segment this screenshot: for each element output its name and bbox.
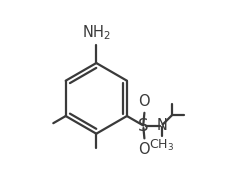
- Text: N: N: [156, 118, 167, 133]
- Text: NH$_2$: NH$_2$: [82, 24, 111, 42]
- Text: CH$_3$: CH$_3$: [149, 138, 174, 153]
- Text: O: O: [139, 94, 150, 109]
- Text: O: O: [139, 142, 150, 157]
- Text: S: S: [138, 117, 149, 135]
